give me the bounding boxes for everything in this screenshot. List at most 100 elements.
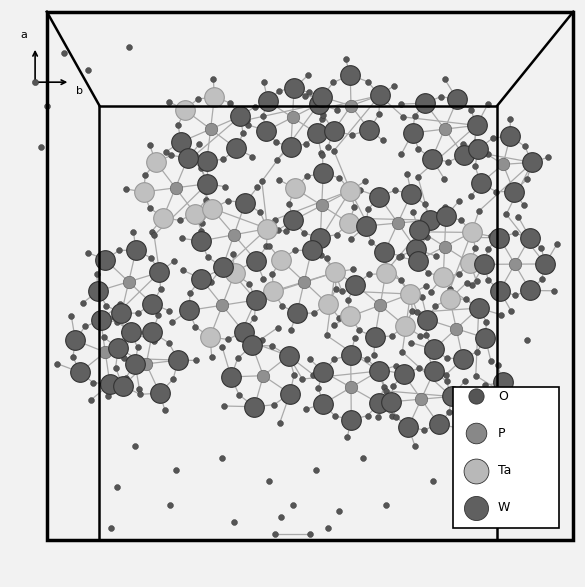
Point bbox=[422, 281, 431, 291]
Point bbox=[274, 86, 284, 96]
Point bbox=[251, 295, 260, 305]
Point bbox=[390, 185, 400, 195]
Point bbox=[483, 244, 493, 254]
Point bbox=[345, 312, 355, 321]
Text: O: O bbox=[498, 390, 508, 403]
Point bbox=[142, 359, 151, 369]
Point bbox=[113, 317, 122, 326]
Point bbox=[242, 115, 252, 124]
Point bbox=[434, 420, 443, 429]
Point bbox=[135, 384, 144, 393]
Point bbox=[206, 124, 215, 134]
Point bbox=[471, 392, 480, 401]
Point bbox=[267, 341, 276, 350]
Point bbox=[316, 251, 326, 260]
Point bbox=[268, 269, 277, 279]
Point bbox=[408, 306, 417, 315]
Point bbox=[174, 120, 183, 130]
Point bbox=[148, 328, 157, 337]
Point bbox=[447, 392, 456, 401]
Point bbox=[329, 77, 338, 87]
Point bbox=[305, 529, 315, 539]
Point bbox=[201, 196, 211, 205]
Point bbox=[347, 130, 356, 140]
Point bbox=[290, 246, 300, 255]
Point bbox=[155, 389, 164, 398]
Point bbox=[277, 301, 287, 311]
Point bbox=[486, 231, 495, 241]
Point bbox=[185, 288, 195, 298]
Point bbox=[400, 321, 410, 330]
Point bbox=[351, 280, 360, 289]
Point bbox=[124, 42, 133, 52]
Point bbox=[454, 423, 463, 433]
Point bbox=[330, 355, 339, 364]
Point bbox=[119, 327, 129, 336]
Point bbox=[487, 434, 497, 443]
Point bbox=[273, 323, 283, 332]
Point bbox=[104, 392, 113, 401]
Point bbox=[409, 241, 418, 250]
Bar bbox=[453, 387, 559, 528]
Point bbox=[250, 102, 260, 112]
Point bbox=[445, 407, 454, 417]
Point bbox=[386, 397, 395, 407]
Point bbox=[247, 340, 257, 350]
Point bbox=[219, 402, 228, 411]
Point bbox=[133, 308, 143, 318]
Point bbox=[419, 426, 429, 435]
Point bbox=[30, 77, 40, 87]
Point bbox=[389, 81, 398, 90]
Point bbox=[397, 149, 406, 158]
Point bbox=[301, 404, 311, 414]
Point bbox=[209, 92, 219, 102]
Point bbox=[292, 309, 302, 318]
Point bbox=[443, 157, 453, 167]
Point bbox=[440, 75, 449, 84]
Point bbox=[404, 422, 413, 431]
Point bbox=[323, 524, 332, 533]
Point bbox=[553, 239, 562, 248]
Point bbox=[387, 331, 396, 340]
Point bbox=[101, 255, 110, 264]
Point bbox=[462, 278, 472, 287]
Point bbox=[271, 138, 281, 147]
Point bbox=[525, 286, 535, 295]
Point bbox=[212, 266, 222, 276]
Point bbox=[130, 441, 139, 451]
Point bbox=[308, 370, 318, 379]
Point bbox=[88, 378, 98, 387]
Point bbox=[537, 275, 546, 284]
Point bbox=[355, 326, 364, 335]
Point bbox=[147, 227, 156, 237]
Point bbox=[115, 299, 125, 309]
Point bbox=[99, 333, 109, 342]
Point bbox=[350, 333, 359, 342]
Point bbox=[318, 367, 328, 376]
Point bbox=[259, 77, 269, 87]
Point bbox=[115, 246, 124, 255]
Point bbox=[101, 348, 110, 357]
Point bbox=[382, 251, 391, 260]
Point bbox=[232, 144, 241, 153]
Point bbox=[329, 320, 339, 329]
Point bbox=[129, 227, 138, 237]
Point bbox=[164, 97, 174, 106]
Point bbox=[519, 200, 528, 210]
Point bbox=[235, 333, 244, 342]
Point bbox=[454, 269, 463, 279]
Point bbox=[360, 227, 369, 236]
Point bbox=[229, 518, 239, 527]
Point bbox=[498, 160, 508, 169]
Point bbox=[408, 128, 417, 137]
Point bbox=[426, 214, 435, 224]
Point bbox=[471, 243, 480, 252]
Point bbox=[406, 289, 415, 299]
Point bbox=[440, 174, 449, 184]
Point bbox=[318, 114, 327, 124]
Point bbox=[238, 129, 247, 138]
Point bbox=[536, 393, 545, 402]
Point bbox=[314, 383, 323, 392]
Point bbox=[257, 336, 266, 345]
Point bbox=[505, 433, 514, 442]
